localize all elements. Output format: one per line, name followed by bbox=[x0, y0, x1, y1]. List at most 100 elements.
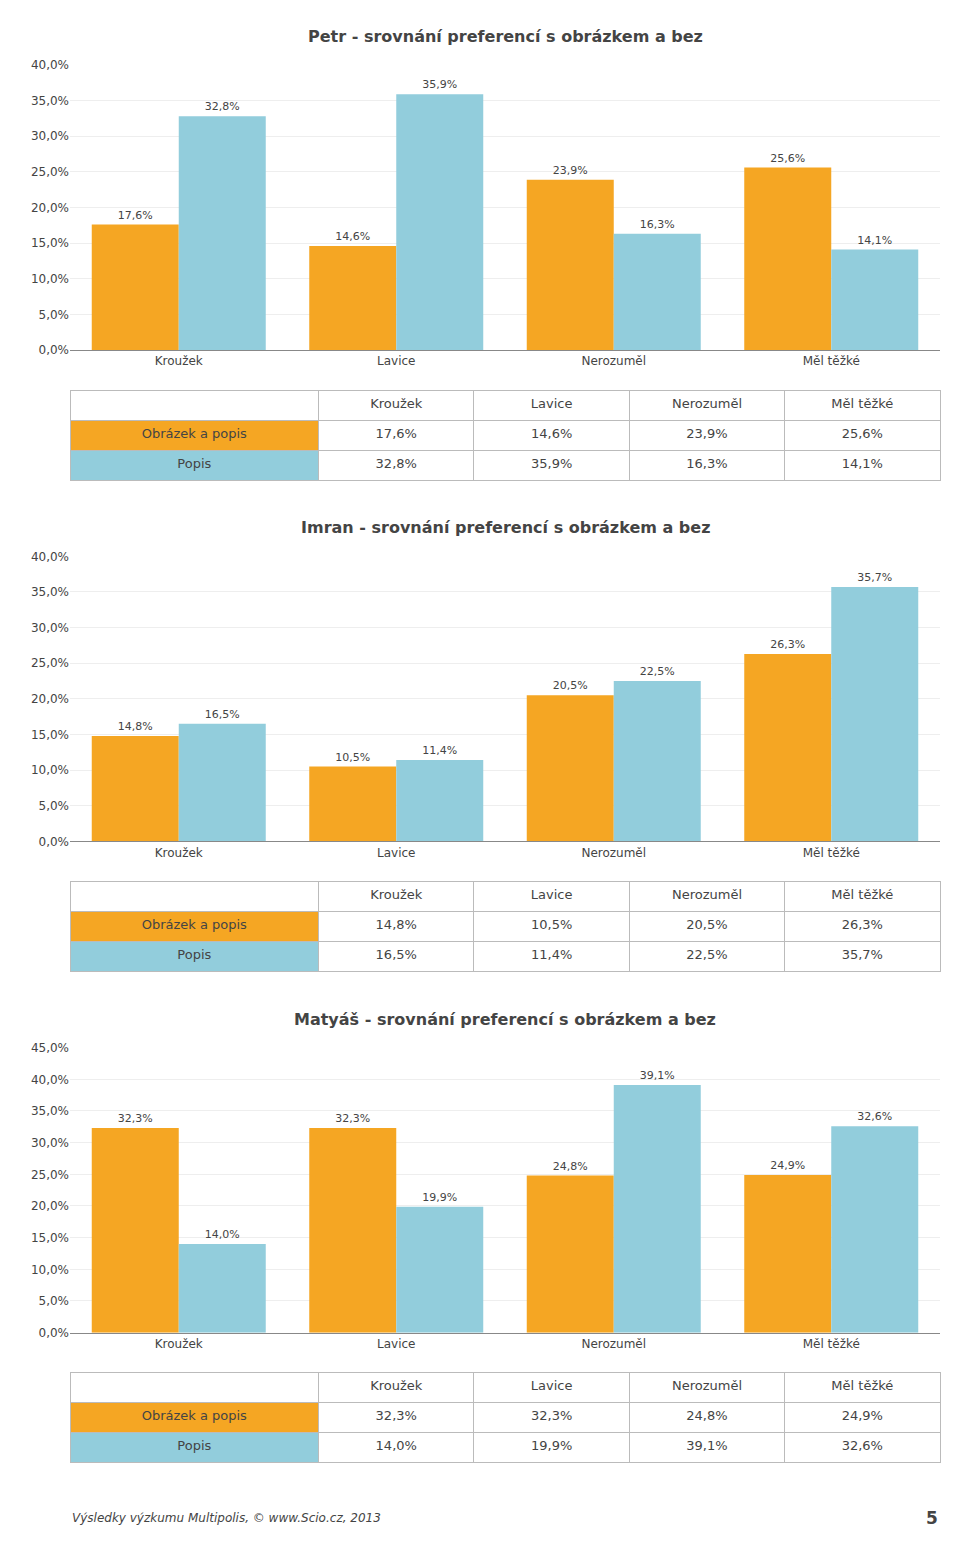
svg-text:32,6%: 32,6% bbox=[857, 1110, 892, 1123]
svg-text:35,7%: 35,7% bbox=[842, 947, 883, 962]
svg-text:Obrázek a popis: Obrázek a popis bbox=[142, 426, 247, 441]
svg-text:25,6%: 25,6% bbox=[770, 152, 805, 165]
svg-text:35,9%: 35,9% bbox=[422, 78, 457, 91]
svg-text:23,9%: 23,9% bbox=[553, 164, 588, 177]
svg-text:0,0%: 0,0% bbox=[39, 343, 70, 357]
svg-text:16,5%: 16,5% bbox=[376, 947, 417, 962]
svg-text:Nerozuměl: Nerozuměl bbox=[672, 396, 742, 411]
svg-text:24,8%: 24,8% bbox=[553, 1160, 588, 1173]
svg-text:14,0%: 14,0% bbox=[205, 1228, 240, 1241]
svg-text:11,4%: 11,4% bbox=[531, 947, 572, 962]
svg-text:39,1%: 39,1% bbox=[686, 1438, 727, 1453]
svg-text:Nerozuměl: Nerozuměl bbox=[581, 354, 646, 368]
svg-text:19,9%: 19,9% bbox=[531, 1438, 572, 1453]
svg-text:Popis: Popis bbox=[177, 1438, 211, 1453]
svg-text:Měl těžké: Měl těžké bbox=[803, 354, 860, 368]
svg-text:5,0%: 5,0% bbox=[39, 308, 70, 322]
svg-text:Obrázek a popis: Obrázek a popis bbox=[142, 917, 247, 932]
svg-text:Měl těžké: Měl těžké bbox=[803, 1337, 860, 1351]
svg-text:Kroužek: Kroužek bbox=[155, 354, 203, 368]
svg-text:32,3%: 32,3% bbox=[531, 1408, 572, 1423]
svg-text:5,0%: 5,0% bbox=[39, 1294, 70, 1308]
svg-text:0,0%: 0,0% bbox=[39, 835, 70, 849]
svg-text:16,5%: 16,5% bbox=[205, 708, 240, 721]
svg-text:30,0%: 30,0% bbox=[31, 1136, 69, 1150]
svg-text:14,0%: 14,0% bbox=[376, 1438, 417, 1453]
svg-text:Lavice: Lavice bbox=[531, 887, 573, 902]
svg-text:40,0%: 40,0% bbox=[31, 1073, 69, 1087]
svg-text:5: 5 bbox=[926, 1508, 938, 1528]
svg-text:Popis: Popis bbox=[177, 456, 211, 471]
svg-text:Měl těžké: Měl těžké bbox=[831, 887, 893, 902]
svg-text:32,3%: 32,3% bbox=[376, 1408, 417, 1423]
svg-text:10,0%: 10,0% bbox=[31, 1263, 69, 1277]
svg-text:14,8%: 14,8% bbox=[118, 720, 153, 733]
svg-text:Nerozuměl: Nerozuměl bbox=[672, 1378, 742, 1393]
svg-text:Lavice: Lavice bbox=[531, 1378, 573, 1393]
svg-text:20,5%: 20,5% bbox=[686, 917, 727, 932]
svg-text:Lavice: Lavice bbox=[377, 846, 415, 860]
svg-text:Kroužek: Kroužek bbox=[155, 846, 203, 860]
svg-text:32,8%: 32,8% bbox=[376, 456, 417, 471]
svg-text:Měl těžké: Měl těžké bbox=[803, 846, 860, 860]
svg-text:45,0%: 45,0% bbox=[31, 1041, 69, 1055]
svg-text:40,0%: 40,0% bbox=[31, 58, 69, 72]
svg-text:14,1%: 14,1% bbox=[842, 456, 883, 471]
svg-text:14,6%: 14,6% bbox=[531, 426, 572, 441]
svg-text:25,0%: 25,0% bbox=[31, 656, 69, 670]
svg-text:30,0%: 30,0% bbox=[31, 621, 69, 635]
svg-text:15,0%: 15,0% bbox=[31, 236, 69, 250]
svg-text:32,8%: 32,8% bbox=[205, 100, 240, 113]
svg-text:Imran - srovnání preferencí s: Imran - srovnání preferencí s obrázkem a… bbox=[301, 518, 710, 537]
svg-text:26,3%: 26,3% bbox=[842, 917, 883, 932]
svg-text:35,0%: 35,0% bbox=[31, 1104, 69, 1118]
svg-text:10,0%: 10,0% bbox=[31, 763, 69, 777]
svg-text:26,3%: 26,3% bbox=[770, 638, 805, 651]
svg-text:30,0%: 30,0% bbox=[31, 129, 69, 143]
svg-text:16,3%: 16,3% bbox=[686, 456, 727, 471]
svg-text:25,0%: 25,0% bbox=[31, 1168, 69, 1182]
svg-text:Kroužek: Kroužek bbox=[370, 396, 423, 411]
svg-text:Měl těžké: Měl těžké bbox=[831, 1378, 893, 1393]
svg-text:Nerozuměl: Nerozuměl bbox=[581, 846, 646, 860]
svg-text:17,6%: 17,6% bbox=[376, 426, 417, 441]
svg-text:Lavice: Lavice bbox=[531, 396, 573, 411]
svg-text:10,0%: 10,0% bbox=[31, 272, 69, 286]
svg-text:15,0%: 15,0% bbox=[31, 728, 69, 742]
svg-text:Matyáš - srovnání preferencí s: Matyáš - srovnání preferencí s obrázkem … bbox=[294, 1010, 716, 1029]
svg-text:Kroužek: Kroužek bbox=[370, 1378, 423, 1393]
svg-text:Výsledky výzkumu Multipolis, ©: Výsledky výzkumu Multipolis, © www.Scio.… bbox=[72, 1511, 381, 1525]
svg-text:Lavice: Lavice bbox=[377, 1337, 415, 1351]
svg-text:17,6%: 17,6% bbox=[118, 209, 153, 222]
svg-text:Kroužek: Kroužek bbox=[155, 1337, 203, 1351]
svg-text:10,5%: 10,5% bbox=[335, 751, 370, 764]
svg-text:Měl těžké: Měl těžké bbox=[831, 396, 893, 411]
svg-text:20,0%: 20,0% bbox=[31, 1199, 69, 1213]
svg-text:Lavice: Lavice bbox=[377, 354, 415, 368]
svg-text:14,6%: 14,6% bbox=[335, 230, 370, 243]
svg-text:32,3%: 32,3% bbox=[118, 1112, 153, 1125]
svg-text:24,9%: 24,9% bbox=[770, 1159, 805, 1172]
svg-text:19,9%: 19,9% bbox=[422, 1191, 457, 1204]
svg-text:20,0%: 20,0% bbox=[31, 201, 69, 215]
svg-text:11,4%: 11,4% bbox=[422, 744, 457, 757]
svg-text:35,7%: 35,7% bbox=[857, 571, 892, 584]
svg-text:0,0%: 0,0% bbox=[39, 1326, 70, 1340]
svg-text:35,0%: 35,0% bbox=[31, 585, 69, 599]
svg-text:40,0%: 40,0% bbox=[31, 550, 69, 564]
svg-text:Kroužek: Kroužek bbox=[370, 887, 423, 902]
svg-text:25,6%: 25,6% bbox=[842, 426, 883, 441]
svg-text:24,8%: 24,8% bbox=[686, 1408, 727, 1423]
svg-text:24,9%: 24,9% bbox=[842, 1408, 883, 1423]
svg-text:22,5%: 22,5% bbox=[640, 665, 675, 678]
svg-text:5,0%: 5,0% bbox=[39, 799, 70, 813]
svg-text:Nerozuměl: Nerozuměl bbox=[672, 887, 742, 902]
svg-text:16,3%: 16,3% bbox=[640, 218, 675, 231]
svg-text:32,3%: 32,3% bbox=[335, 1112, 370, 1125]
svg-text:14,1%: 14,1% bbox=[857, 234, 892, 247]
svg-text:23,9%: 23,9% bbox=[686, 426, 727, 441]
svg-text:20,5%: 20,5% bbox=[553, 679, 588, 692]
svg-text:10,5%: 10,5% bbox=[531, 917, 572, 932]
svg-text:14,8%: 14,8% bbox=[376, 917, 417, 932]
svg-text:32,6%: 32,6% bbox=[842, 1438, 883, 1453]
